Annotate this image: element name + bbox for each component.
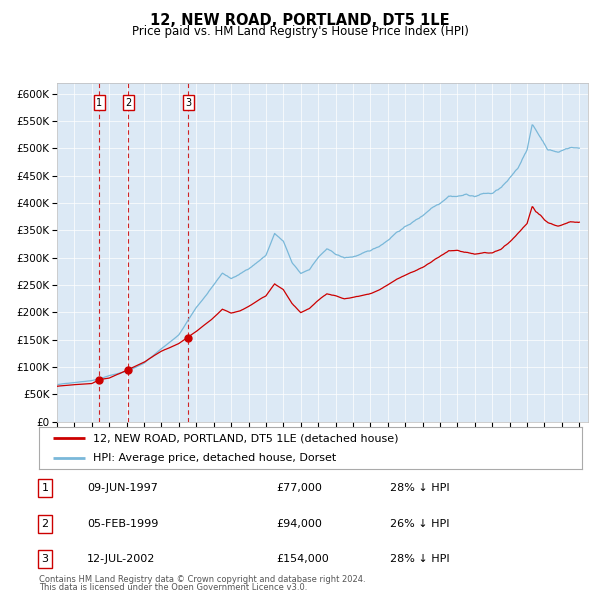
Text: 28% ↓ HPI: 28% ↓ HPI bbox=[390, 483, 449, 493]
Text: 3: 3 bbox=[41, 554, 49, 564]
Text: This data is licensed under the Open Government Licence v3.0.: This data is licensed under the Open Gov… bbox=[39, 583, 307, 590]
Text: £154,000: £154,000 bbox=[276, 554, 329, 564]
Text: Contains HM Land Registry data © Crown copyright and database right 2024.: Contains HM Land Registry data © Crown c… bbox=[39, 575, 365, 584]
Text: HPI: Average price, detached house, Dorset: HPI: Average price, detached house, Dors… bbox=[94, 454, 337, 463]
Text: 12, NEW ROAD, PORTLAND, DT5 1LE (detached house): 12, NEW ROAD, PORTLAND, DT5 1LE (detache… bbox=[94, 434, 399, 444]
Text: 28% ↓ HPI: 28% ↓ HPI bbox=[390, 554, 449, 564]
Text: Price paid vs. HM Land Registry's House Price Index (HPI): Price paid vs. HM Land Registry's House … bbox=[131, 25, 469, 38]
Text: 3: 3 bbox=[185, 98, 191, 108]
Text: 2: 2 bbox=[125, 98, 131, 108]
Text: 05-FEB-1999: 05-FEB-1999 bbox=[87, 519, 158, 529]
Text: 1: 1 bbox=[97, 98, 103, 108]
Text: 2: 2 bbox=[41, 519, 49, 529]
Text: 09-JUN-1997: 09-JUN-1997 bbox=[87, 483, 158, 493]
Text: 26% ↓ HPI: 26% ↓ HPI bbox=[390, 519, 449, 529]
Text: 12, NEW ROAD, PORTLAND, DT5 1LE: 12, NEW ROAD, PORTLAND, DT5 1LE bbox=[150, 13, 450, 28]
Text: 12-JUL-2002: 12-JUL-2002 bbox=[87, 554, 155, 564]
Text: £94,000: £94,000 bbox=[276, 519, 322, 529]
Text: 1: 1 bbox=[41, 483, 49, 493]
Text: £77,000: £77,000 bbox=[276, 483, 322, 493]
